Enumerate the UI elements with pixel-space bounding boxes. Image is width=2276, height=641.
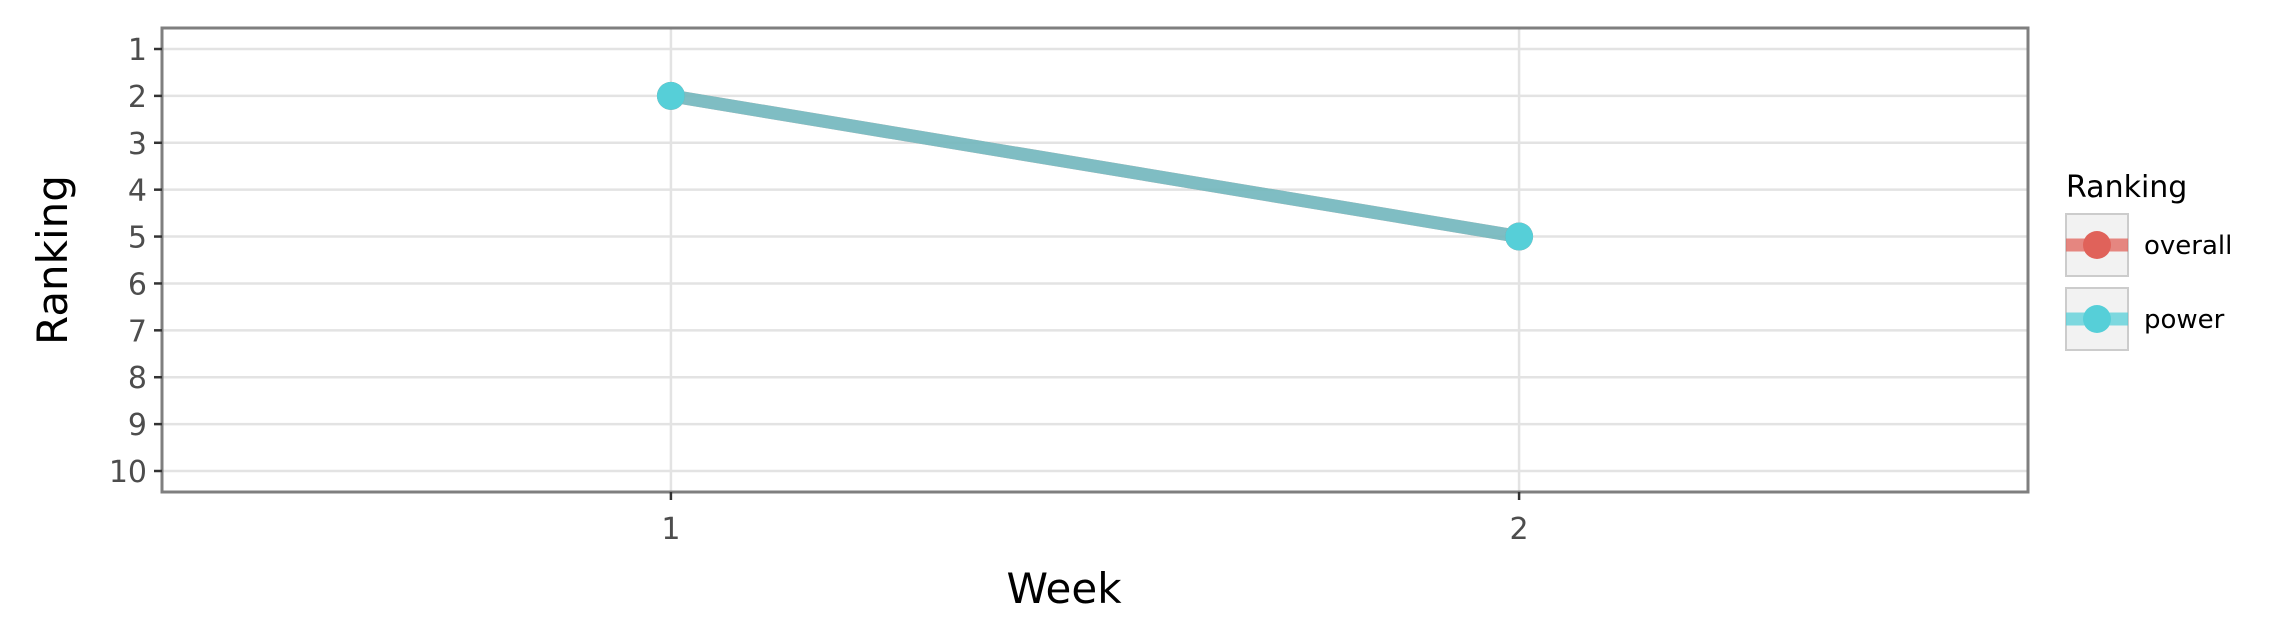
y-tick-label: 5	[128, 221, 147, 256]
panel-border	[160, 26, 2030, 494]
y-tick-label: 10	[109, 455, 147, 490]
series-layer	[656, 81, 1534, 251]
legend: Ranking overall power	[2065, 170, 2232, 351]
y-tick-label: 8	[128, 361, 147, 396]
legend-label-overall: overall	[2144, 231, 2232, 261]
y-tick-label: 9	[128, 408, 147, 443]
y-gridlines	[162, 47, 2028, 473]
panel-background	[162, 28, 2028, 492]
legend-point-power	[2083, 305, 2111, 333]
point-power-week-1	[656, 81, 685, 110]
y-tick-label: 2	[128, 80, 147, 115]
point-power-week-2	[1505, 222, 1534, 251]
y-tick-label: 3	[128, 127, 147, 162]
y-axis-title: Ranking	[28, 175, 77, 345]
legend-point-overall	[2083, 231, 2111, 259]
y-tick-label: 6	[128, 267, 147, 302]
y-tick-label: 4	[128, 174, 147, 209]
x-tick-label: 1	[661, 512, 680, 547]
legend-label-power: power	[2144, 305, 2225, 335]
series-line-power	[669, 89, 1521, 243]
legend-title: Ranking	[2066, 170, 2187, 205]
y-tick-label: 7	[128, 314, 147, 349]
y-axis: 1 2 3 4 5 6 7 8 9 10	[109, 33, 162, 490]
x-tick-label: 2	[1510, 512, 1529, 547]
x-axis-title: Week	[1006, 564, 1122, 613]
y-tick-label: 1	[128, 33, 147, 68]
